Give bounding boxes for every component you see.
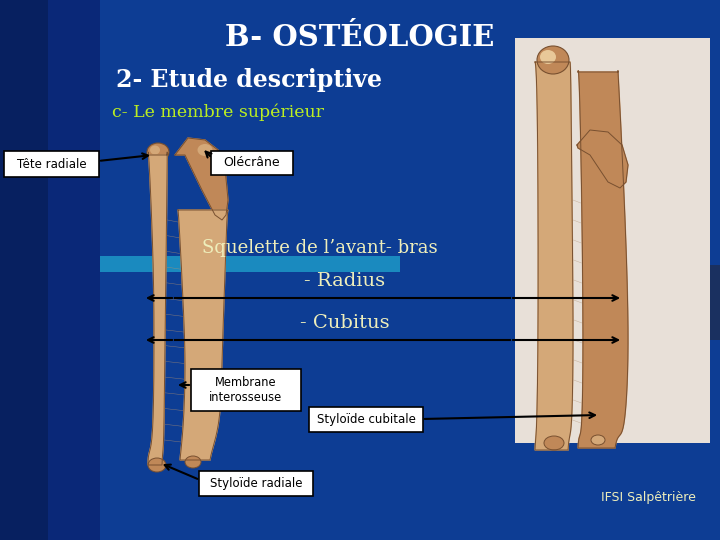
Polygon shape: [577, 130, 628, 188]
FancyBboxPatch shape: [211, 151, 293, 175]
Ellipse shape: [540, 50, 556, 64]
Text: Tête radiale: Tête radiale: [17, 158, 86, 171]
Polygon shape: [535, 62, 573, 450]
Text: B- OSTÉOLOGIE: B- OSTÉOLOGIE: [225, 24, 495, 52]
Polygon shape: [175, 138, 228, 220]
Polygon shape: [178, 210, 228, 460]
Polygon shape: [578, 71, 628, 448]
Ellipse shape: [197, 144, 212, 156]
FancyBboxPatch shape: [199, 471, 313, 496]
Ellipse shape: [185, 456, 201, 468]
Bar: [595, 265, 720, 340]
FancyBboxPatch shape: [4, 151, 99, 177]
Bar: [48, 0, 100, 540]
Text: Olécrâne: Olécrâne: [224, 157, 280, 170]
Bar: [0, 0, 48, 540]
Text: Styloïde cubitale: Styloïde cubitale: [317, 413, 415, 426]
Bar: [515, 38, 710, 443]
Text: IFSI Salpêtrière: IFSI Salpêtrière: [600, 491, 696, 504]
Ellipse shape: [591, 435, 605, 445]
Text: Membrane
interosseuse: Membrane interosseuse: [210, 376, 283, 404]
Text: Squelette de l’avant- bras: Squelette de l’avant- bras: [202, 239, 438, 257]
Text: 2- Etude descriptive: 2- Etude descriptive: [116, 68, 382, 92]
Text: - Cubitus: - Cubitus: [300, 314, 390, 332]
Text: Styloïde radiale: Styloïde radiale: [210, 477, 302, 490]
Text: - Radius: - Radius: [305, 272, 386, 290]
Ellipse shape: [148, 458, 166, 472]
Ellipse shape: [147, 143, 169, 161]
FancyBboxPatch shape: [309, 407, 423, 432]
Bar: [100, 0, 720, 540]
Ellipse shape: [537, 46, 569, 74]
Polygon shape: [148, 152, 167, 465]
Text: c- Le membre supérieur: c- Le membre supérieur: [112, 103, 324, 121]
Ellipse shape: [150, 145, 160, 154]
FancyBboxPatch shape: [191, 369, 301, 411]
Bar: [100, 256, 400, 272]
Ellipse shape: [544, 436, 564, 450]
